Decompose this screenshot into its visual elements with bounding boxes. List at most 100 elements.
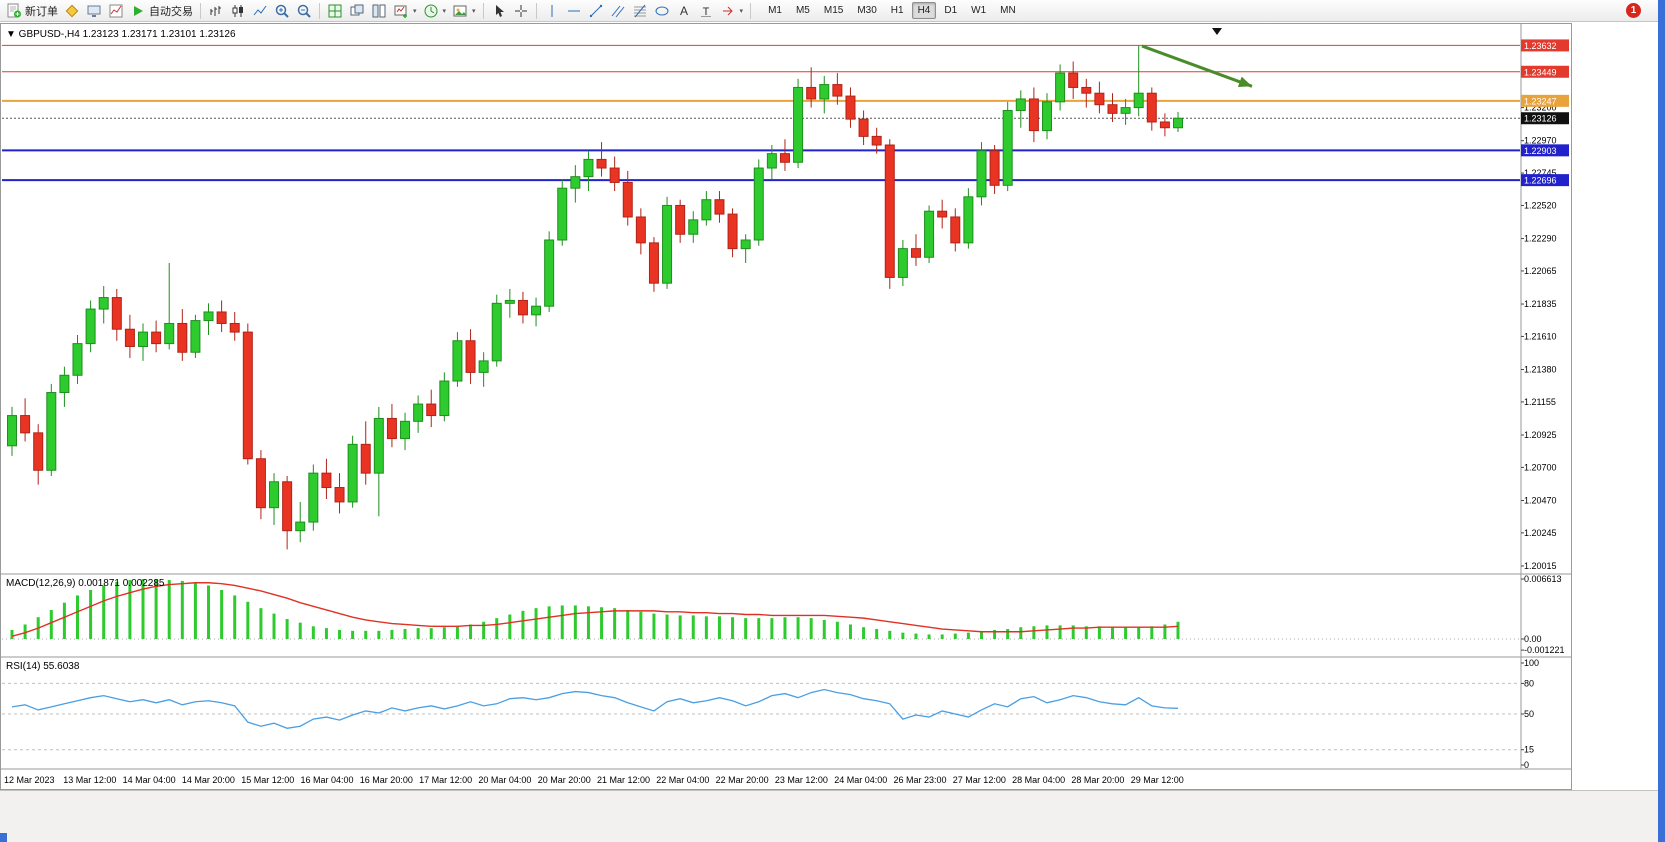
- chart-ohlc-header: ▼ GBPUSD-,H4 1.23123 1.23171 1.23101 1.2…: [6, 29, 236, 40]
- candlestick-chart-icon: [232, 4, 243, 17]
- timeframe-d1-button[interactable]: D1: [944, 5, 958, 16]
- metaeditor-button[interactable]: [61, 1, 83, 21]
- timeframe-m30-button[interactable]: M30: [857, 5, 877, 16]
- toolbar-separator: [482, 2, 484, 19]
- svg-text:1.23247: 1.23247: [1524, 96, 1557, 106]
- notification-badge[interactable]: 1: [1626, 3, 1641, 18]
- svg-text:1.22745: 1.22745: [1524, 168, 1557, 178]
- price-axis[interactable]: 1.23200 1.22970 1.22745 1.22520 1.22290 1.220…: [1521, 39, 1569, 571]
- timeframe-group: M1 M5 M15 M30 H1 H4 D1 W1 MN: [761, 2, 1023, 19]
- tile-vertical-button[interactable]: [368, 1, 390, 21]
- timeframe-mn-button[interactable]: MN: [1000, 5, 1016, 16]
- chevron-down-icon: ▾: [413, 7, 417, 15]
- strategy-tester-icon: [109, 4, 123, 17]
- svg-text:0.006613: 0.006613: [1524, 574, 1562, 584]
- metaeditor-icon: [65, 4, 79, 17]
- svg-text:0: 0: [1524, 760, 1529, 770]
- line-chart-mode-button[interactable]: [249, 1, 271, 21]
- svg-text:1.20925: 1.20925: [1524, 430, 1557, 440]
- window-edge-strip: [1658, 0, 1665, 842]
- svg-text:15: 15: [1524, 745, 1534, 755]
- svg-text:1.21835: 1.21835: [1524, 299, 1557, 309]
- vertical-line-tool-button[interactable]: [541, 1, 563, 21]
- channel-icon: [611, 5, 624, 17]
- candlestick-mode-button[interactable]: [227, 1, 249, 21]
- text-a-icon: A: [680, 4, 688, 18]
- bar-chart-mode-button[interactable]: [205, 1, 227, 21]
- timeframe-h4-button[interactable]: H4: [911, 2, 937, 19]
- fibonacci-icon: [633, 4, 646, 17]
- pane-borders: [0, 23, 1572, 790]
- time-marker-triangle: [1212, 28, 1222, 35]
- svg-text:16 Mar 20:00: 16 Mar 20:00: [360, 775, 413, 785]
- cursor-icon: [495, 4, 504, 17]
- svg-text:1.23200: 1.23200: [1524, 103, 1557, 113]
- zoom-in-button[interactable]: [271, 1, 293, 21]
- new-order-label: 新订单: [25, 5, 58, 18]
- timeframe-h1-button[interactable]: H1: [890, 5, 904, 16]
- svg-text:28 Mar 20:00: 28 Mar 20:00: [1071, 775, 1124, 785]
- svg-text:0.00: 0.00: [1524, 634, 1542, 644]
- chevron-down-icon: ▾: [442, 7, 447, 15]
- macd-pane: MACD(12,26,9) 0.001871 0.002285 0.006613 0…: [2, 574, 1565, 655]
- arrow-tool-icon: [722, 6, 733, 15]
- arrows-tool-button[interactable]: ▾: [717, 1, 747, 21]
- chart-header: ▼ GBPUSD-,H4 1.23123 1.23171 1.23101 1.2…: [6, 29, 236, 40]
- candles-layer: [7, 45, 1183, 550]
- periods-button[interactable]: ▾: [420, 1, 450, 21]
- terminal-empty-area: [0, 790, 1658, 842]
- svg-text:1.22065: 1.22065: [1524, 266, 1557, 276]
- timeframe-m1-button[interactable]: M1: [768, 5, 782, 16]
- new-order-button[interactable]: 新订单: [3, 1, 61, 21]
- rsi-pane: RSI(14) 55.6038 100 80 50 15 0: [2, 658, 1539, 770]
- svg-text:14 Mar 20:00: 14 Mar 20:00: [182, 775, 235, 785]
- channel-tool-button[interactable]: [607, 1, 629, 21]
- timeframe-m5-button[interactable]: M5: [795, 5, 810, 16]
- label-tool-button[interactable]: T: [695, 1, 717, 21]
- cascade-windows-button[interactable]: [346, 1, 368, 21]
- zoom-in-icon: [275, 4, 289, 18]
- zoom-out-button[interactable]: [293, 1, 315, 21]
- toolbar: 新订单 自动交易 ▾ ▾: [0, 0, 1665, 22]
- svg-text:1.23126: 1.23126: [1524, 114, 1557, 124]
- crosshair-tool-button[interactable]: [510, 1, 532, 21]
- strategy-tester-button[interactable]: [105, 1, 127, 21]
- trendline-tool-button[interactable]: [585, 1, 607, 21]
- text-tool-button[interactable]: A: [673, 1, 695, 21]
- line-chart-icon: [253, 5, 267, 15]
- svg-text:80: 80: [1524, 678, 1534, 688]
- svg-text:13 Mar 12:00: 13 Mar 12:00: [63, 775, 116, 785]
- svg-text:1.20015: 1.20015: [1524, 561, 1557, 571]
- svg-text:24 Mar 04:00: 24 Mar 04:00: [834, 775, 887, 785]
- clock-icon: [424, 4, 438, 17]
- horizontal-lines-layer[interactable]: [2, 44, 1520, 182]
- chart-area[interactable]: 1.23200 1.22970 1.22745 1.22520 1.22290 1.220…: [0, 23, 1572, 790]
- time-axis[interactable]: 12 Mar 2023 13 Mar 12:00 14 Mar 04:00 14 Ma…: [4, 775, 1184, 785]
- templates-button[interactable]: ▾: [449, 1, 479, 21]
- svg-text:21 Mar 12:00: 21 Mar 12:00: [597, 775, 650, 785]
- vertical-line-icon: [551, 4, 553, 17]
- price-chart-svg[interactable]: 1.23200 1.22970 1.22745 1.22520 1.22290 1.220…: [0, 23, 1572, 790]
- new-chart-button[interactable]: ▾: [390, 1, 420, 21]
- timeframe-m15-button[interactable]: M15: [823, 5, 844, 16]
- svg-text:1.22903: 1.22903: [1524, 146, 1557, 156]
- svg-text:26 Mar 23:00: 26 Mar 23:00: [894, 775, 947, 785]
- rsi-label: RSI(14) 55.6038: [6, 661, 80, 672]
- svg-text:27 Mar 12:00: 27 Mar 12:00: [953, 775, 1006, 785]
- trendline-icon: [589, 4, 602, 17]
- svg-text:100: 100: [1524, 658, 1539, 668]
- chevron-down-icon: ▾: [739, 7, 744, 15]
- terminal-button[interactable]: [83, 1, 105, 21]
- cursor-tool-button[interactable]: [488, 1, 510, 21]
- svg-text:1.22970: 1.22970: [1524, 136, 1557, 146]
- terminal-icon: [87, 5, 101, 17]
- tile-windows-button[interactable]: [324, 1, 346, 21]
- svg-text:14 Mar 04:00: 14 Mar 04:00: [123, 775, 176, 785]
- horizontal-line-tool-button[interactable]: [563, 1, 585, 21]
- shapes-tool-button[interactable]: [651, 1, 673, 21]
- autotrading-button[interactable]: 自动交易: [127, 1, 196, 21]
- tile-grid-icon: [328, 4, 342, 17]
- annotations-layer[interactable]: [1141, 28, 1253, 88]
- timeframe-w1-button[interactable]: W1: [971, 5, 987, 16]
- fibonacci-tool-button[interactable]: [629, 1, 651, 21]
